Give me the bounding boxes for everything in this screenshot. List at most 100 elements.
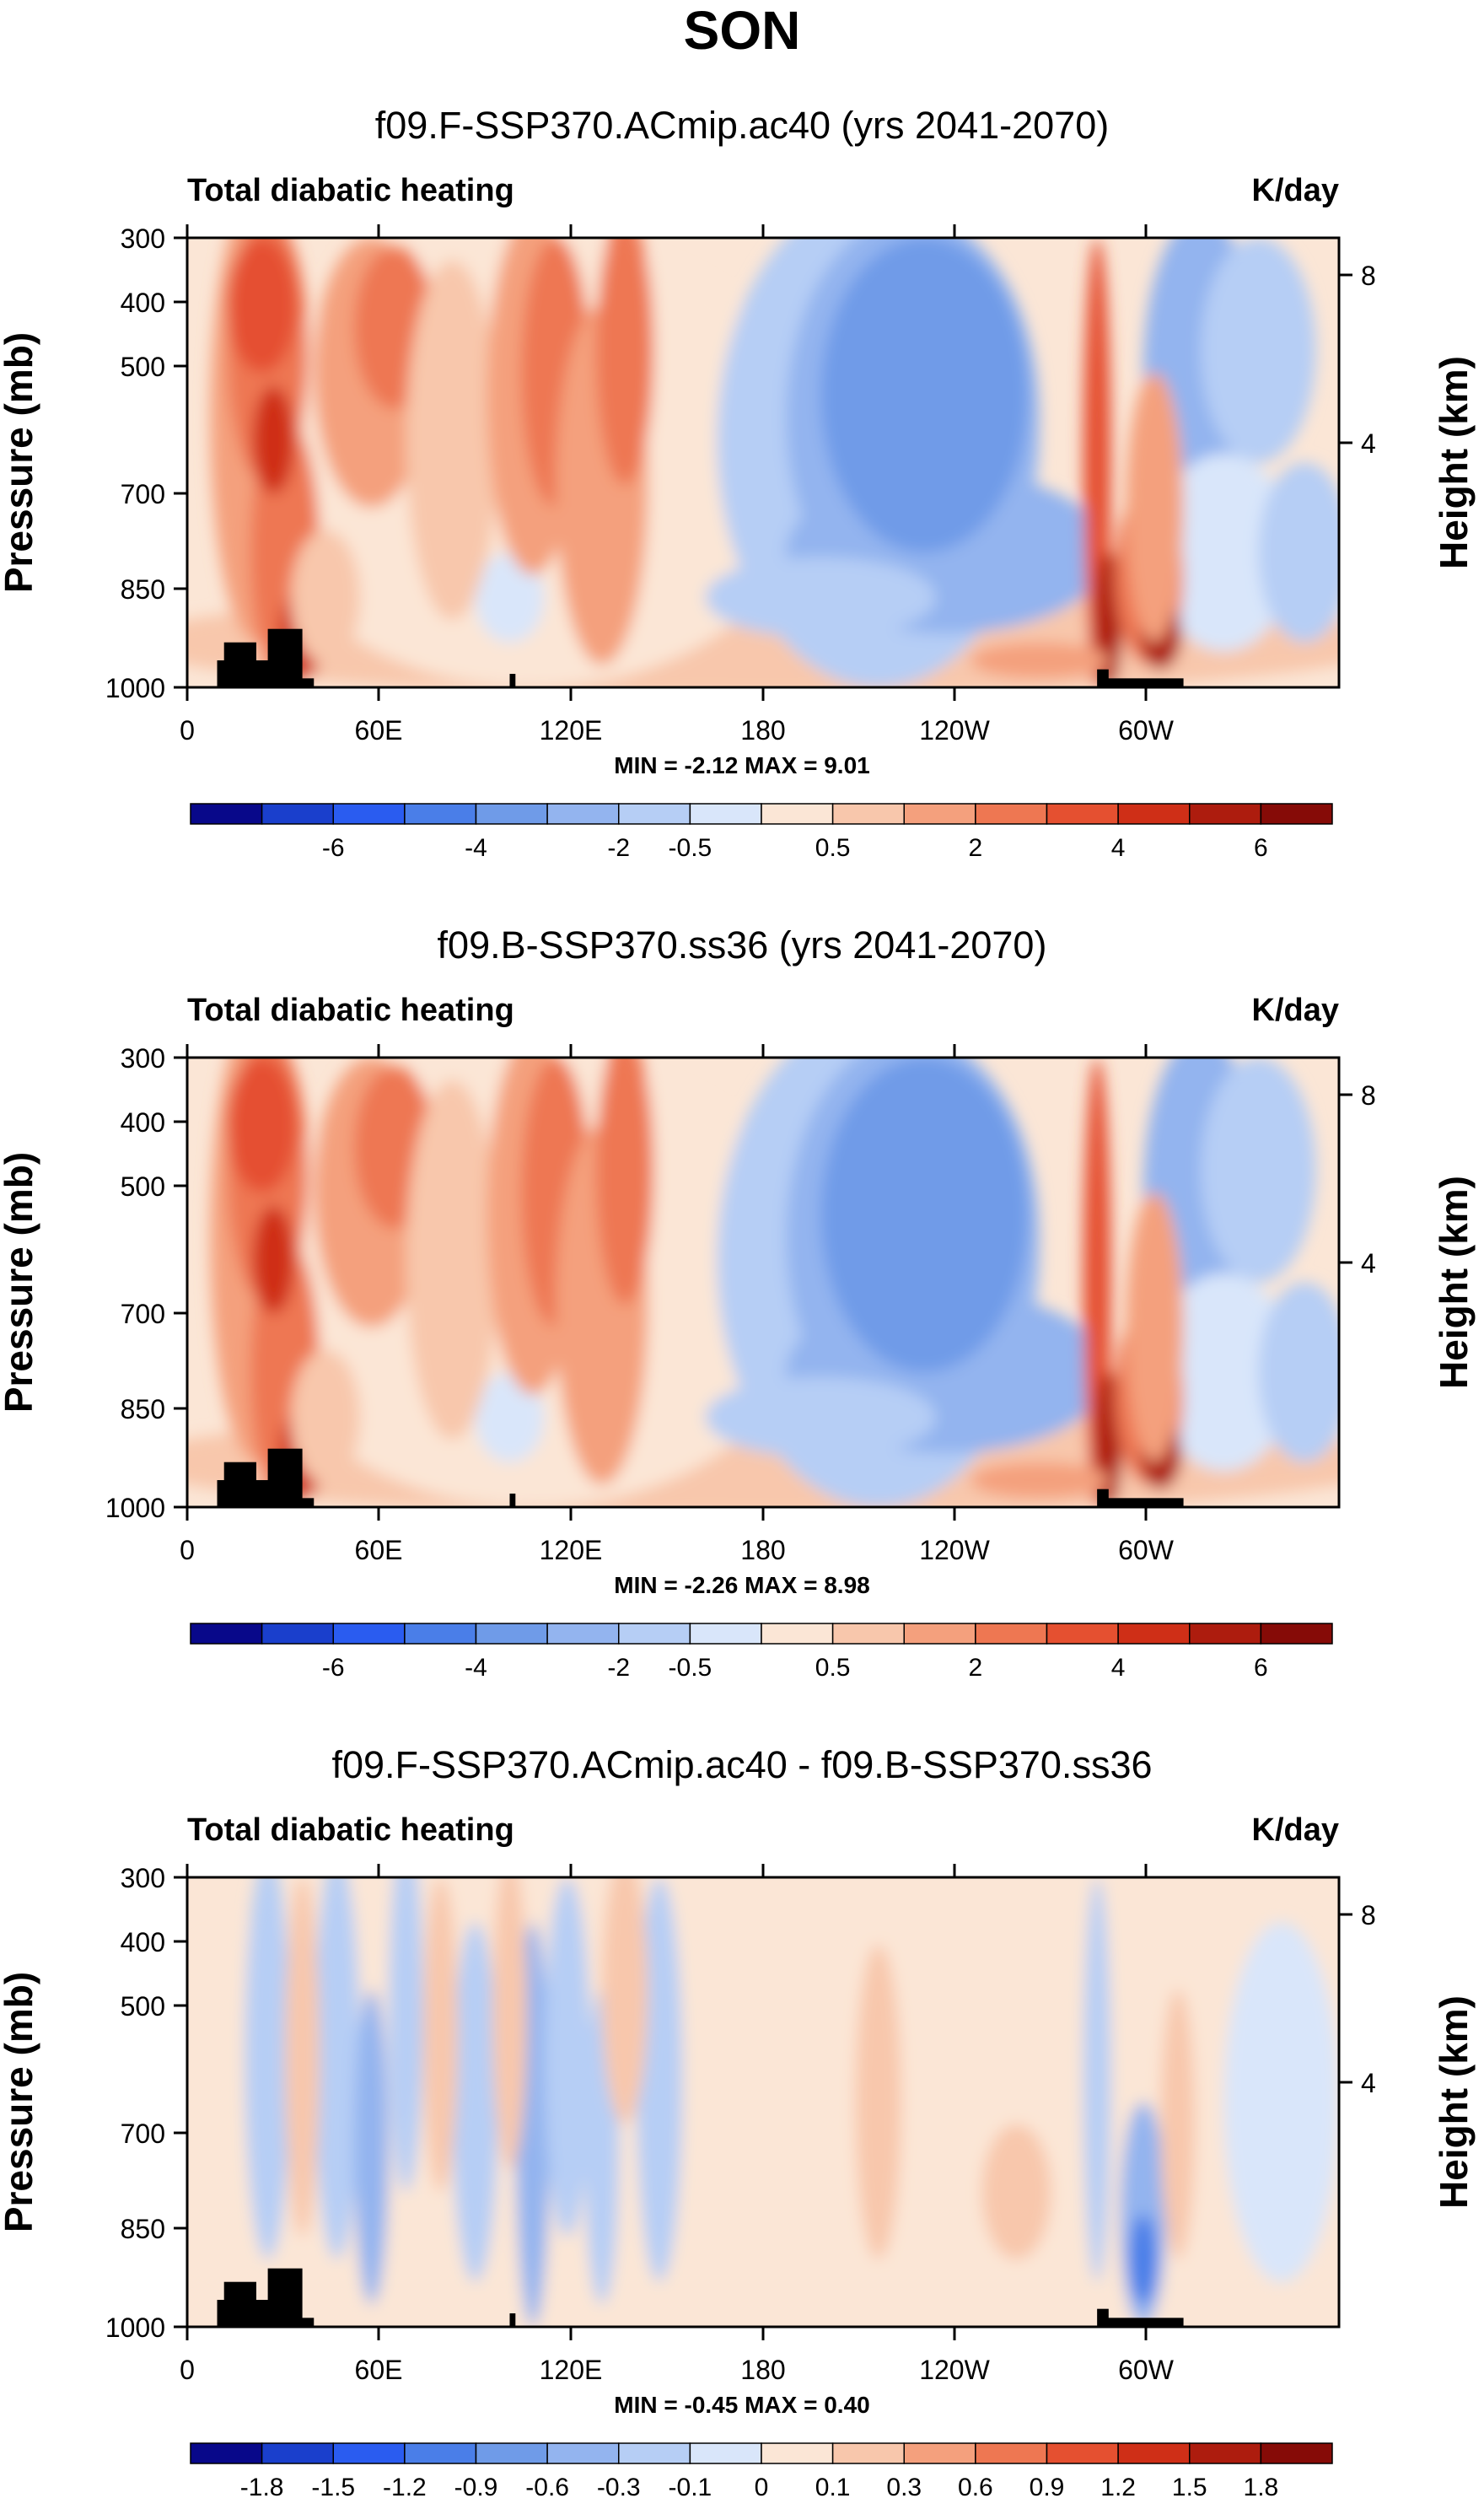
x-tick-label: 180 bbox=[740, 2355, 785, 2385]
contour-region bbox=[1126, 372, 1184, 643]
contour-region bbox=[452, 1922, 498, 2282]
colorbar-swatch bbox=[332, 803, 406, 825]
colorbar-swatch bbox=[618, 803, 691, 825]
colorbar-label: 1.5 bbox=[1172, 2474, 1207, 2501]
x-tick-label: 120E bbox=[540, 715, 603, 746]
contour-region bbox=[970, 642, 1109, 679]
colorbar-label: 0.5 bbox=[815, 1654, 851, 1682]
colorbar-swatch bbox=[618, 2442, 691, 2464]
y-tick-label: 400 bbox=[121, 288, 165, 318]
colorbar-label: -0.9 bbox=[454, 2474, 498, 2501]
panel-right-label: K/day bbox=[1252, 1812, 1339, 1848]
terrain-mask bbox=[223, 1462, 256, 1507]
colorbar-swatch bbox=[404, 2442, 477, 2464]
contour-region bbox=[1126, 1192, 1184, 1462]
contour-region bbox=[252, 385, 295, 494]
y-tick-label: 1000 bbox=[105, 2312, 165, 2343]
terrain-mask bbox=[285, 2318, 315, 2327]
contour-region bbox=[492, 1877, 527, 2170]
colorbar-swatch bbox=[903, 1623, 976, 1645]
terrain-mask bbox=[267, 2268, 303, 2327]
colorbar-swatch bbox=[190, 1623, 263, 1645]
contour-region bbox=[705, 1376, 936, 1458]
terrain-mask bbox=[285, 1498, 315, 1507]
colorbar-swatch bbox=[261, 803, 334, 825]
min-max-stats: MIN = -0.45 MAX = 0.40 bbox=[614, 2392, 869, 2418]
colorbar-label: 2 bbox=[969, 1654, 983, 1682]
contour-region bbox=[290, 530, 360, 665]
colorbar-label: 0.6 bbox=[958, 2474, 993, 2501]
contour-region bbox=[981, 2124, 1051, 2260]
terrain-mask bbox=[509, 1494, 516, 1507]
colorbar-label: 4 bbox=[1111, 834, 1126, 862]
field-contours bbox=[187, 1058, 1339, 1507]
x-tick-label: 0 bbox=[180, 2355, 195, 2385]
terrain-mask bbox=[285, 678, 315, 687]
x-tick-label: 120W bbox=[919, 2355, 990, 2385]
x-tick-label: 180 bbox=[740, 1535, 785, 1565]
colorbar-swatch bbox=[332, 1623, 406, 1645]
contour-region bbox=[705, 557, 936, 638]
y-tick-label: 700 bbox=[121, 1299, 165, 1329]
x-tick-label: 120E bbox=[540, 2355, 603, 2385]
colorbar-label: 0.5 bbox=[815, 834, 851, 862]
contour-region bbox=[227, 1058, 297, 1193]
colorbar-label: 1.2 bbox=[1100, 2474, 1136, 2501]
colorbar-swatch bbox=[1260, 2442, 1333, 2464]
x-tick-label: 0 bbox=[180, 715, 195, 746]
colorbar-swatch bbox=[831, 803, 905, 825]
panel-title: f09.B-SSP370.ss36 (yrs 2041-2070) bbox=[438, 923, 1047, 966]
contour-region bbox=[595, 1058, 654, 1306]
colorbar-swatch bbox=[261, 1623, 334, 1645]
y-tick-label: 850 bbox=[121, 1394, 165, 1424]
contour-region bbox=[1258, 1282, 1339, 1462]
colorbar-label: -2 bbox=[607, 1654, 630, 1682]
colorbar-label: -1.2 bbox=[383, 2474, 427, 2501]
contour-region bbox=[1201, 238, 1316, 463]
min-max-stats: MIN = -2.26 MAX = 8.98 bbox=[614, 1572, 869, 1598]
colorbar-swatch bbox=[546, 1623, 620, 1645]
colorbar-label: -0.3 bbox=[597, 2474, 641, 2501]
right-axis-title: Height (km) bbox=[1432, 1176, 1476, 1389]
colorbar: -6 -4 -2 -0.5 0.5 2 4 6 bbox=[190, 1623, 1333, 1682]
colorbar-swatch bbox=[546, 2442, 620, 2464]
contour-region bbox=[544, 1877, 591, 2237]
field-contours bbox=[187, 238, 1339, 687]
contour-region bbox=[1083, 1877, 1111, 2282]
contour-region bbox=[423, 1877, 459, 2193]
y-tick-label: 500 bbox=[121, 1991, 165, 2022]
terrain-mask bbox=[223, 642, 256, 687]
colorbar-swatch bbox=[1117, 1623, 1191, 1645]
colorbar-swatch bbox=[475, 1623, 548, 1645]
panel-left-label: Total diabatic heating bbox=[187, 1812, 514, 1848]
x-tick-label: 60W bbox=[1118, 715, 1175, 746]
field-contours bbox=[187, 1877, 1339, 2327]
colorbar-swatch bbox=[1189, 2442, 1262, 2464]
colorbar-swatch bbox=[831, 2442, 905, 2464]
contour-region bbox=[1154, 453, 1293, 652]
contour-region bbox=[314, 1877, 360, 2259]
colorbar-swatch bbox=[404, 803, 477, 825]
colorbar-label: -4 bbox=[465, 1654, 487, 1682]
colorbar-swatch bbox=[332, 2442, 406, 2464]
colorbar-label: -1.8 bbox=[240, 2474, 284, 2501]
y-tick-label: 400 bbox=[121, 1107, 165, 1138]
colorbar-label: 6 bbox=[1254, 1654, 1268, 1682]
contour-region bbox=[406, 260, 498, 621]
contour-region bbox=[601, 1877, 648, 2125]
contour-region bbox=[354, 1989, 390, 2305]
colorbar: -6 -4 -2 -0.5 0.5 2 4 6 bbox=[190, 803, 1333, 862]
y-axis-title: Pressure (mb) bbox=[0, 1152, 40, 1413]
panel-left-label: Total diabatic heating bbox=[187, 173, 514, 208]
terrain-mask bbox=[1102, 2318, 1184, 2327]
colorbar-label: -0.5 bbox=[669, 1654, 712, 1682]
colorbar-swatch bbox=[1260, 803, 1333, 825]
x-tick-label: 60E bbox=[355, 715, 403, 746]
colorbar-label: -4 bbox=[465, 834, 487, 862]
chart-panel-3: f09.F-SSP370.ACmip.ac40 - f09.B-SSP370.s… bbox=[0, 1743, 1476, 2501]
contour-region bbox=[290, 1349, 360, 1485]
x-tick-label: 60E bbox=[355, 1535, 403, 1565]
colorbar-swatch bbox=[903, 2442, 976, 2464]
panel-right-label: K/day bbox=[1252, 993, 1339, 1028]
terrain-mask bbox=[1102, 678, 1184, 687]
